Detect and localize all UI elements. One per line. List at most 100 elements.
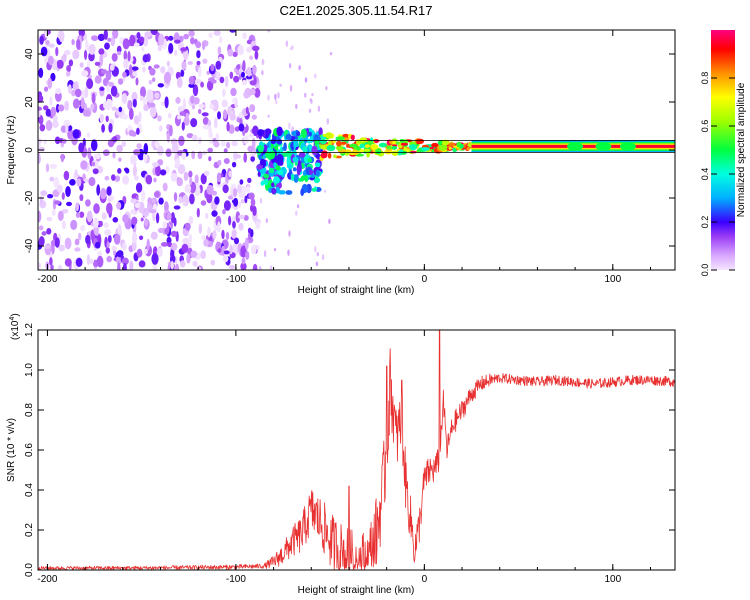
heatmap-noise-cell: [46, 228, 52, 235]
heatmap-noise-cell: [38, 106, 43, 111]
heatmap-noise-cell: [58, 104, 65, 112]
heatmap-carrier-bulge: [619, 142, 636, 151]
heatmap-noise-cell: [202, 58, 208, 64]
heatmap-noise-cell: [47, 77, 53, 89]
heatmap-noise-cell: [105, 70, 112, 81]
heatmap-noise-cell: [166, 236, 172, 244]
heatmap-noise-cell: [106, 202, 113, 215]
heatmap-line-cell: [359, 137, 368, 143]
heatmap-noise-cell: [241, 71, 245, 78]
heatmap-noise-cell: [241, 79, 248, 86]
heatmap-noise-cell: [88, 43, 96, 55]
x-tick-label: -100: [226, 274, 246, 285]
heatmap-noise-cell: [45, 108, 52, 117]
heatmap-noise-cell: [295, 103, 298, 110]
heatmap-noise-cell: [179, 111, 186, 116]
heatmap-noise-cell: [196, 50, 201, 59]
heatmap-noise-cell: [182, 98, 186, 110]
heatmap-noise-cell: [181, 121, 185, 131]
figure-title: C2E1.2025.305.11.54.R17: [280, 3, 433, 18]
heatmap-noise-cell: [122, 214, 129, 224]
heatmap-noise-cell: [233, 197, 239, 207]
heatmap-noise-cell: [247, 177, 252, 183]
heatmap-noise-cell: [152, 162, 159, 168]
heatmap-onset-cell: [311, 145, 318, 156]
heatmap-noise-cell: [200, 200, 207, 206]
heatmap-noise-cell: [153, 64, 160, 69]
heatmap-noise-cell: [288, 230, 291, 237]
heatmap-noise-cell: [329, 52, 333, 56]
heatmap-noise-cell: [308, 108, 312, 113]
heatmap-line-cell: [366, 151, 370, 158]
heatmap-noise-cell: [240, 245, 247, 258]
heatmap-noise-cell: [325, 86, 328, 91]
heatmap-noise-cell: [157, 83, 164, 88]
heatmap-noise-cell: [50, 264, 54, 270]
heatmap-noise-cell: [270, 265, 273, 270]
heatmap-noise-cell: [143, 35, 149, 47]
heatmap-noise-cell: [217, 221, 221, 232]
heatmap-noise-cell: [231, 161, 237, 168]
heatmap-onset-cell: [256, 164, 263, 170]
heatmap-noise-cell: [188, 30, 195, 37]
heatmap-noise-cell: [210, 79, 217, 84]
heatmap-noise-cell: [177, 115, 181, 120]
heatmap-noise-cell: [72, 129, 80, 139]
heatmap-noise-cell: [67, 84, 72, 94]
snr-y-label: SNR (10 * v/v): [6, 418, 17, 482]
heatmap-noise-cell: [45, 163, 50, 173]
heatmap-noise-cell: [80, 97, 85, 109]
heatmap-noise-cell: [249, 80, 257, 86]
heatmap-carrier-bulge: [595, 142, 612, 151]
heatmap-noise-cell: [135, 77, 139, 86]
heatmap-noise-cell: [38, 236, 45, 247]
heatmap-noise-cell: [116, 201, 122, 210]
heatmap-line-cell: [386, 145, 392, 150]
heatmap-noise-cell: [141, 46, 145, 52]
heatmap-noise-cell: [38, 146, 46, 152]
heatmap-noise-cell: [222, 209, 226, 215]
heatmap-onset-cell: [309, 169, 314, 175]
heatmap-noise-cell: [74, 169, 78, 178]
heatmap-line-cell: [391, 146, 398, 150]
heatmap-line-cell: [363, 148, 371, 152]
heatmap-noise-cell: [122, 71, 127, 78]
heatmap-line-cell: [341, 141, 347, 145]
heatmap-noise-cell: [203, 239, 209, 247]
heatmap-noise-cell: [133, 115, 140, 125]
heatmap-noise-cell: [203, 170, 210, 176]
heatmap-noise-cell: [127, 50, 131, 62]
heatmap-noise-cell: [174, 39, 181, 44]
heatmap-noise-cell: [44, 86, 49, 92]
heatmap-noise-cell: [164, 96, 169, 109]
heatmap-line-cell: [367, 140, 373, 146]
heatmap-line-cell: [356, 146, 361, 151]
heatmap-noise-cell: [309, 98, 312, 102]
x-tick-label: -100: [226, 574, 246, 585]
heatmap-noise-cell: [165, 166, 170, 174]
heatmap-line-cell: [327, 152, 332, 159]
heatmap-noise-cell: [56, 59, 64, 69]
heatmap-noise-cell: [47, 194, 54, 199]
heatmap-onset-cell: [293, 139, 297, 149]
heatmap-noise-cell: [103, 222, 109, 229]
heatmap-noise-cell: [210, 99, 218, 105]
heatmap-noise-cell: [175, 97, 181, 104]
heatmap-noise-cell: [132, 165, 137, 177]
heatmap-noise-cell: [173, 192, 178, 202]
heatmap-noise-cell: [275, 99, 278, 105]
heatmap-noise-cell: [232, 97, 237, 104]
heatmap-onset-cell: [273, 162, 277, 168]
heatmap-noise-cell: [289, 84, 293, 92]
heatmap-onset-cell: [276, 126, 283, 137]
heatmap-noise-cell: [98, 220, 103, 227]
heatmap-noise-cell: [132, 71, 138, 77]
heatmap-noise-cell: [160, 66, 166, 74]
heatmap-noise-cell: [198, 103, 205, 109]
heatmap-noise-cell: [38, 67, 44, 78]
heatmap-noise-cell: [84, 178, 89, 183]
colorbar-label: Normalized spectral amplitude: [736, 82, 747, 217]
heatmap-onset-cell: [260, 180, 265, 186]
heatmap-noise-cell: [108, 123, 113, 133]
heatmap-noise-cell: [277, 92, 280, 99]
